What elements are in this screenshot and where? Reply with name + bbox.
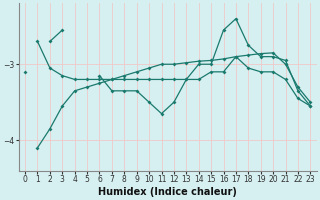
X-axis label: Humidex (Indice chaleur): Humidex (Indice chaleur) xyxy=(98,187,237,197)
